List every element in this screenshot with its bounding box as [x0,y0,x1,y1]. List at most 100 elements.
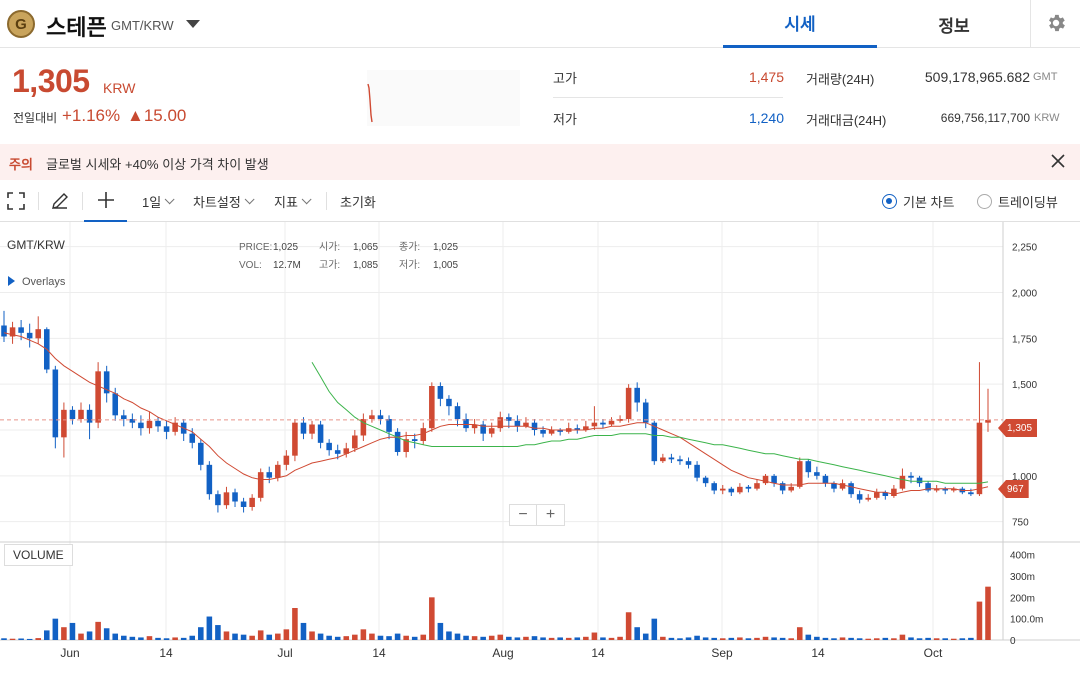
volume-bar [18,638,24,640]
chart-pair-label: GMT/KRW [7,238,65,252]
candle-body [617,419,623,421]
volume-bar [617,636,623,640]
candle-body [223,492,230,506]
candle-body [78,409,84,419]
interval-select[interactable]: 1일 [142,180,175,222]
candle-body [737,486,743,493]
candle-body [95,371,101,423]
candle-body [61,409,67,438]
candle-body [822,475,829,484]
volume-bar [9,638,16,640]
volume-bar [771,637,777,640]
volume-24h-value: 509,178,965.682 [924,69,1030,85]
zoom-controls: − + [509,504,565,526]
x-axis-tick: 14 [811,646,825,660]
candle-body [343,448,350,454]
tab-price[interactable]: 시세 [723,0,877,48]
gear-icon[interactable] [1045,12,1067,34]
candle-body [394,431,401,452]
volume-bar [172,637,178,640]
candle-body [369,415,375,419]
fullscreen-icon[interactable] [6,180,28,222]
price-chart[interactable]: 2,2502,0001,7501,5001,2501,000750400m300… [0,222,1080,673]
volume-bar [326,635,332,640]
volume-24h-unit: GMT [1033,71,1058,83]
candle-body [26,332,33,339]
candle-body [677,459,683,462]
volume-bar [976,601,983,640]
volume-bar [317,633,324,640]
zoom-in-button[interactable]: + [545,506,556,523]
candle-body [548,430,555,434]
candle-body [805,461,812,473]
candle-body [531,422,538,430]
close-icon[interactable] [1050,153,1066,169]
candle-body [942,488,948,491]
candle-body [976,422,983,495]
candle-body [514,420,521,427]
tradingview-radio[interactable]: 트레이딩뷰 [977,180,1058,222]
volume-bar [377,635,384,640]
volume-bar [437,622,444,640]
price-axis-tick: 1,750 [1012,334,1037,345]
overlays-toggle[interactable]: Overlays [8,276,65,288]
candle-body [155,420,161,427]
pencil-icon[interactable] [50,180,72,222]
toolbar-divider [38,192,39,210]
volume-bar [651,618,658,640]
toolbar-divider [326,192,327,210]
chart-toolbar: 1일 차트설정 지표 초기화 기본 차트 트레이딩뷰 [0,180,1080,222]
volume-bar [608,637,615,640]
candle-body [848,483,854,495]
volume-bar [925,637,931,640]
crosshair-icon[interactable] [84,180,127,222]
high-label: 고가 [553,71,577,86]
volume-bar [660,636,666,640]
volume-bar [685,637,692,640]
coin-dropdown-icon[interactable] [186,20,200,28]
volume-bar [411,636,418,640]
zoom-out-button[interactable]: − [510,505,538,525]
candle-body [240,501,247,507]
candle-body [121,415,127,419]
candle-body [873,492,880,498]
candle-body [9,327,16,337]
candle-body [685,461,692,465]
volume-bar [754,637,760,640]
price-axis-tick: 1,000 [1012,472,1037,483]
volume-24h-label: 거래량(24H) [806,72,875,87]
volume-bar [565,637,572,640]
candle-body [660,457,666,462]
candle-body [326,442,332,451]
candle-body [762,475,769,484]
candle-body [334,450,341,454]
volume-bar [677,638,683,640]
volume-bar [488,635,495,640]
reset-button[interactable]: 초기화 [340,194,376,210]
indicators-select[interactable]: 지표 [274,180,312,222]
volume-bar [882,637,889,640]
x-axis-tick: Jul [277,646,292,660]
indicators-label: 지표 [274,194,298,210]
volume-bar [514,637,521,640]
chart-settings-label: 차트설정 [193,194,241,210]
volume-bar [959,638,966,640]
basic-chart-radio[interactable]: 기본 차트 [882,180,954,222]
candle-body [865,497,871,500]
volume-bar [446,631,452,640]
volume-panel-label: VOLUME [4,544,73,566]
volume-bar [600,637,606,640]
candle-body [300,422,307,434]
volume-bar [112,633,119,640]
tab-info[interactable]: 정보 [938,16,970,36]
ohlc-legend-row2: VOL: 12.7M 고가: 1,085 저가: 1,005 [239,256,479,271]
stat-divider [553,97,783,98]
candle-body [18,327,24,333]
candlestick-chart-canvas[interactable]: 2,2502,0001,7501,5001,2501,000750400m300… [0,222,1080,673]
legend-low-label: 저가: [399,260,421,271]
x-axis-tick: Oct [924,646,943,660]
chart-settings-select[interactable]: 차트설정 [193,180,255,222]
candle-body [557,430,563,432]
volume-bar [138,637,144,640]
candle-body [206,464,213,495]
